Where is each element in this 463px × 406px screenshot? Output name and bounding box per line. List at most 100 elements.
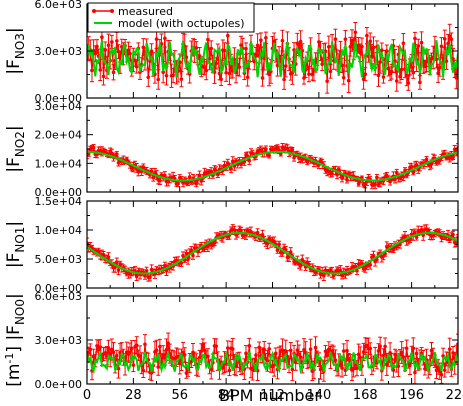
measured-point (340, 273, 344, 278)
measured-point (103, 48, 108, 52)
measured-point (207, 57, 212, 61)
measured-point (143, 274, 147, 278)
measured-point (373, 182, 377, 187)
measured-point (154, 37, 159, 41)
measured-point (401, 355, 406, 359)
measured-point (199, 349, 204, 354)
measured-point (163, 173, 167, 178)
panel-f-no3: 0.0e+00 3.0e+03 6.0e+03 |FNO3| (4, 0, 459, 105)
measured-point (384, 362, 389, 367)
measured-point (381, 75, 386, 79)
measured-point (158, 344, 162, 349)
measured-point (363, 72, 368, 76)
measured-point (101, 74, 106, 79)
measured-point (149, 169, 154, 173)
measured-point (202, 65, 207, 69)
measured-point (378, 344, 382, 348)
measured-point (88, 347, 93, 352)
measured-point (282, 77, 286, 82)
panel-f-no2: 0.0e+00 1.0e+04 2.0e+04 3.0e+04 |FNO2| (4, 100, 459, 199)
x-tick-label: 112 (260, 388, 285, 403)
measured-point (302, 76, 306, 80)
measured-point (106, 346, 111, 350)
measured-point (358, 50, 363, 55)
measured-point (454, 75, 458, 80)
panel-data (87, 22, 458, 94)
measured-point (328, 69, 333, 74)
measured-point (244, 46, 248, 51)
y-axis-title-part: -1 (3, 353, 16, 364)
measured-point (288, 348, 293, 353)
measured-point (164, 73, 169, 78)
measured-point (376, 349, 381, 353)
measured-point (227, 71, 232, 76)
panel-data (87, 142, 458, 190)
measured-point (230, 159, 235, 164)
measured-point (437, 158, 442, 163)
measured-point (353, 30, 358, 35)
y-tick-label: 3.0e+04 (35, 100, 82, 113)
legend-model-label: model (with octupoles) (118, 17, 245, 30)
measured-point (191, 253, 195, 258)
measured-point (345, 178, 349, 182)
measured-point (437, 65, 442, 70)
measured-point (380, 48, 384, 53)
measured-point (414, 351, 419, 356)
x-tick-label: 56 (171, 388, 188, 403)
measured-point (225, 161, 230, 165)
measured-point (166, 179, 170, 184)
measured-point (96, 347, 101, 352)
y-axis-title-part: |F (4, 59, 24, 75)
measured-point (128, 350, 132, 355)
measured-point (158, 178, 162, 183)
measured-point (197, 173, 202, 178)
measured-point (206, 37, 210, 42)
measured-point (100, 35, 104, 39)
measured-point (182, 353, 187, 357)
measured-point (375, 175, 379, 180)
measured-point (451, 351, 455, 355)
measured-point (265, 358, 270, 363)
measured-point (442, 37, 447, 41)
measured-point (384, 173, 389, 178)
measured-point (300, 257, 305, 262)
measured-point (96, 249, 101, 253)
measured-point (404, 346, 409, 351)
measured-point (327, 347, 331, 351)
measured-point (361, 77, 366, 82)
x-axis: 0 28 56 84 112 140 168 196 224 (83, 388, 463, 403)
measured-point (115, 152, 119, 156)
measured-point (338, 268, 343, 273)
measured-point (146, 75, 151, 80)
measured-point (413, 36, 417, 41)
measured-point (141, 165, 146, 169)
measured-point (250, 151, 255, 156)
measured-point (408, 363, 412, 368)
measured-point (133, 58, 137, 63)
measured-point (129, 346, 134, 351)
measured-point (124, 157, 129, 162)
measured-point (388, 179, 392, 184)
measured-point (353, 264, 358, 269)
measured-point (115, 39, 119, 43)
measured-point (128, 51, 132, 56)
measured-point (224, 70, 228, 75)
measured-point (436, 71, 440, 76)
measured-point (149, 49, 154, 53)
y-tick-label: 3.0e+03 (35, 334, 82, 347)
measured-point (103, 351, 108, 355)
y-tick-label: 0.0e+00 (35, 378, 82, 391)
y-tick-label: 1.0e+04 (35, 157, 82, 170)
measured-point (447, 237, 452, 242)
measured-point (336, 167, 341, 172)
measured-point (419, 227, 424, 232)
measured-point (401, 41, 406, 46)
measured-point (398, 74, 402, 79)
measured-point (177, 361, 182, 366)
measured-point (259, 148, 263, 152)
x-tick-label: 140 (306, 388, 331, 403)
x-tick-label: 84 (218, 388, 235, 403)
measured-point (451, 232, 455, 237)
measured-point (98, 68, 103, 72)
measured-point (141, 368, 146, 373)
